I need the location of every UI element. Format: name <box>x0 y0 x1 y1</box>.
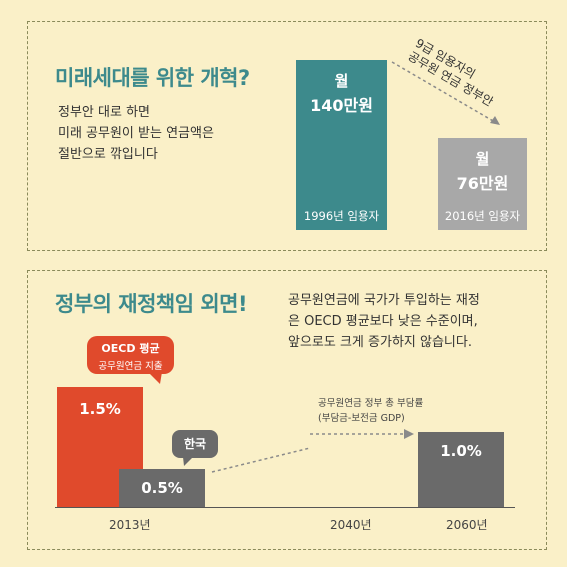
bar-2060-value: 1.0% <box>440 442 482 460</box>
reform-desc-line: 미래 공무원이 받는 연금액은 <box>58 126 214 141</box>
responsibility-description: 공무원연금에 국가가 투입하는 재정 은 OECD 평균보다 낮은 수준이며, … <box>288 290 480 353</box>
bar-korea-value: 0.5% <box>141 479 183 497</box>
bar-2016-label: 월 <box>475 150 490 168</box>
reform-desc-line: 정부안 대로 하면 <box>58 105 150 120</box>
oecd-callout-line2: 공무원연금 지출 <box>98 361 163 372</box>
bar-korea-2013: 0.5% <box>119 469 205 507</box>
bar-2016-caption: 2016년 임용자 <box>444 209 521 223</box>
reform-description: 정부안 대로 하면 미래 공무원이 받는 연금액은 절반으로 깎입니다 <box>58 102 214 165</box>
fiscal-trend-label: 공무원연금 정부 총 부담률 (부담금-보전금 GDP) <box>318 396 423 426</box>
korea-callout: 한국 <box>172 430 218 458</box>
year-2040: 2040년 <box>330 518 372 532</box>
bar-2016: 월 76만원 2016년 임용자 <box>438 138 527 230</box>
bar-oecd-value: 1.5% <box>79 400 121 418</box>
responsibility-desc-line: 앞으로도 크게 증가하지 않습니다. <box>288 335 472 350</box>
fiscal-trend-label-line: 공무원연금 정부 총 부담률 <box>318 398 424 409</box>
bar-2016-amount: 76만원 <box>456 174 509 193</box>
reform-title: 미래세대를 위한 개혁? <box>55 66 250 90</box>
reform-desc-line: 절반으로 깎입니다 <box>58 147 158 162</box>
bar-1996-caption: 1996년 임용자 <box>303 209 380 223</box>
bar-2060: 1.0% <box>418 432 504 507</box>
baseline <box>55 507 515 508</box>
bar-1996-label: 월 <box>334 72 349 90</box>
fiscal-trend-label-line: (부담금-보전금 GDP) <box>318 413 405 424</box>
responsibility-desc-line: 은 OECD 평균보다 낮은 수준이며, <box>288 314 478 329</box>
year-2013: 2013년 <box>109 518 151 532</box>
responsibility-desc-line: 공무원연금에 국가가 투입하는 재정 <box>288 293 480 308</box>
responsibility-panel <box>27 270 547 550</box>
bar-1996: 월 140만원 1996년 임용자 <box>296 60 387 230</box>
year-2060: 2060년 <box>446 518 488 532</box>
responsibility-title: 정부의 재정책임 외면! <box>55 292 248 316</box>
oecd-callout: OECD 평균 공무원연금 지출 <box>87 336 174 374</box>
bar-1996-amount: 140만원 <box>310 96 373 115</box>
reform-panel <box>27 21 547 251</box>
oecd-callout-line1: OECD 평균 <box>101 342 160 355</box>
